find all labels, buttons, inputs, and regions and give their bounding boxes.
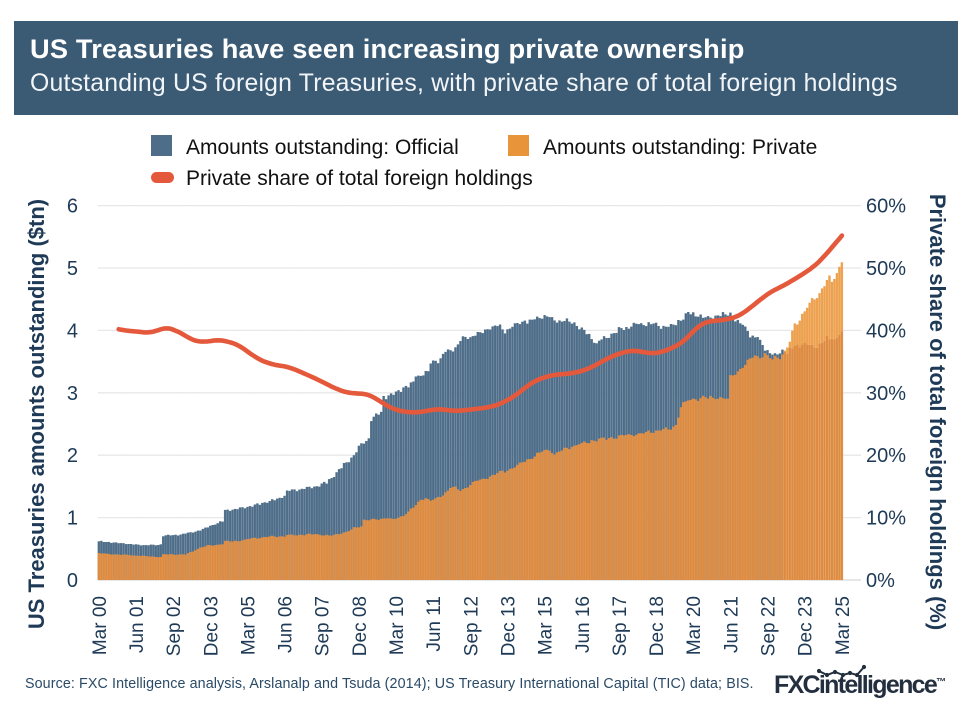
- svg-text:Jun 16: Jun 16: [573, 596, 594, 653]
- svg-text:Mar 20: Mar 20: [684, 596, 705, 655]
- svg-text:3: 3: [67, 383, 78, 405]
- svg-text:1: 1: [67, 508, 78, 530]
- svg-text:60%: 60%: [866, 196, 906, 218]
- svg-text:Mar 00: Mar 00: [90, 596, 111, 655]
- svg-text:0: 0: [67, 570, 78, 592]
- svg-text:Dec 03: Dec 03: [201, 596, 222, 656]
- svg-text:6: 6: [67, 196, 78, 218]
- svg-text:5: 5: [67, 258, 78, 280]
- svg-text:Mar 10: Mar 10: [387, 596, 408, 655]
- svg-text:40%: 40%: [866, 320, 906, 342]
- svg-text:Dec 08: Dec 08: [350, 596, 371, 656]
- svg-text:Dec 13: Dec 13: [499, 596, 520, 656]
- svg-text:4: 4: [67, 320, 78, 342]
- svg-text:Sep 02: Sep 02: [164, 596, 185, 656]
- svg-text:Mar 25: Mar 25: [833, 596, 854, 655]
- svg-text:Jun 01: Jun 01: [127, 596, 148, 653]
- svg-text:0%: 0%: [866, 570, 895, 592]
- svg-text:30%: 30%: [866, 383, 906, 405]
- svg-text:20%: 20%: [866, 445, 906, 467]
- svg-text:Sep 12: Sep 12: [461, 596, 482, 656]
- svg-text:Dec 18: Dec 18: [647, 596, 668, 656]
- svg-text:Dec 23: Dec 23: [796, 596, 817, 656]
- svg-text:Private share of total foreign: Private share of total foreign holdings …: [925, 194, 950, 630]
- svg-text:Mar 15: Mar 15: [536, 596, 557, 655]
- svg-text:10%: 10%: [866, 508, 906, 530]
- svg-text:Jun 06: Jun 06: [276, 596, 297, 653]
- svg-text:Sep 07: Sep 07: [313, 596, 334, 656]
- svg-text:US Treasuries amounts outstand: US Treasuries amounts outstanding ($tn): [24, 199, 49, 629]
- svg-text:Jun 21: Jun 21: [721, 596, 742, 653]
- svg-text:2: 2: [67, 445, 78, 467]
- svg-text:Jun 11: Jun 11: [424, 596, 445, 652]
- svg-text:Sep 17: Sep 17: [610, 596, 631, 656]
- svg-text:50%: 50%: [866, 258, 906, 280]
- svg-text:Mar 05: Mar 05: [238, 596, 259, 655]
- svg-text:Sep 22: Sep 22: [759, 596, 780, 656]
